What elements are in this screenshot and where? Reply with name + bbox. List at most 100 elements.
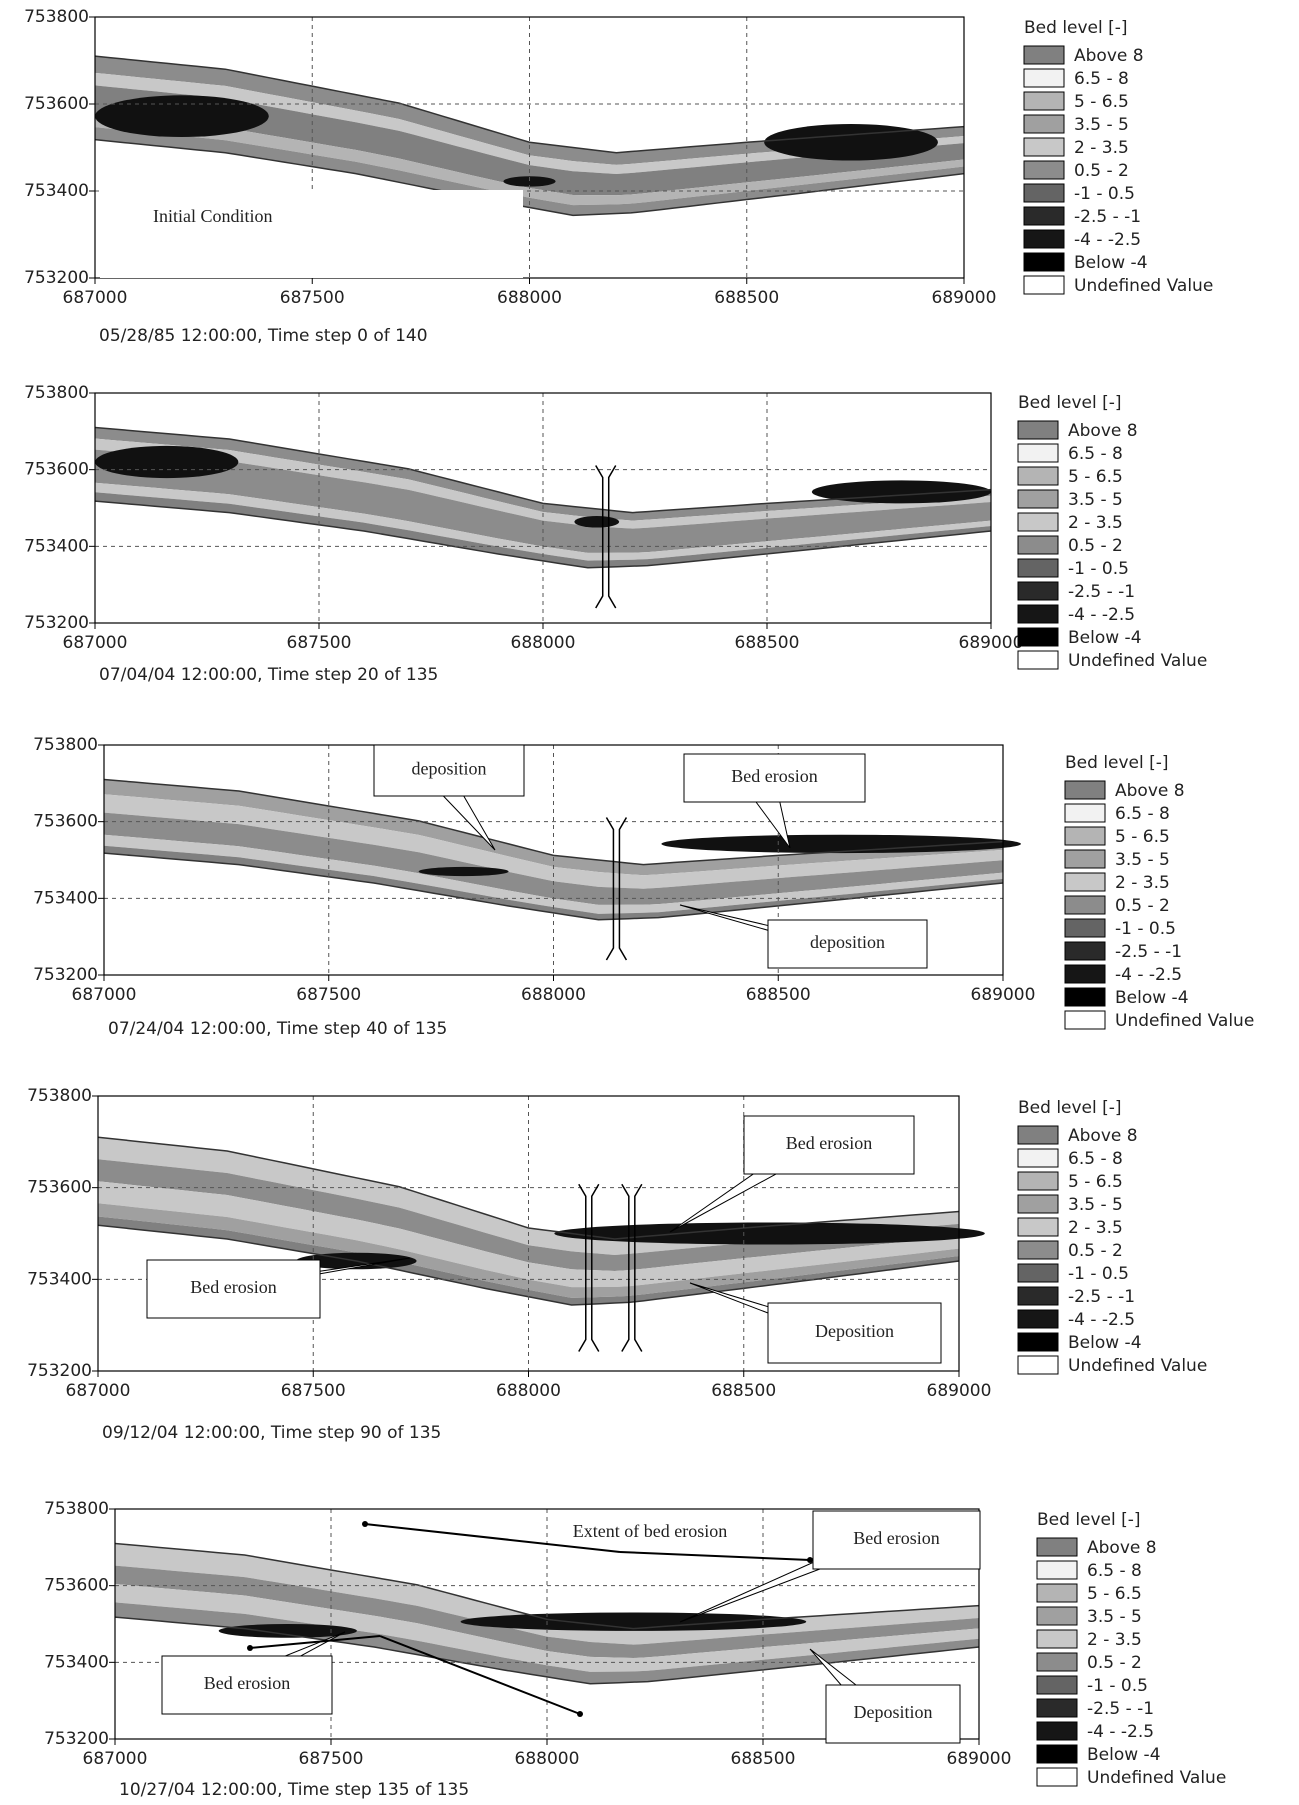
legend-swatch [1064,803,1106,823]
legend-swatch [1064,826,1106,846]
x-tick-label: 688000 [496,1381,561,1401]
legend-label: -1 - 0.5 [1087,1676,1148,1696]
legend-swatch [1017,420,1059,440]
y-tick-label: 753200 [27,1361,92,1381]
erosion-patch [460,1612,807,1631]
river-band [95,85,964,196]
legend-label: -2.5 - -1 [1068,582,1135,602]
x-tick-label: 688500 [714,288,779,308]
caption: 10/27/04 12:00:00, Time step 135 of 135 [119,1780,469,1800]
x-tick-label: 687000 [63,633,128,653]
x-tick-label: 687000 [66,1381,131,1401]
section-marker [621,1183,643,1352]
erosion-patch [574,516,620,528]
legend-label: -4 - -2.5 [1087,1722,1154,1742]
annotation-box [683,753,866,803]
river-bank [94,426,992,514]
legend-label: 2 - 3.5 [1087,1630,1142,1650]
legend-title: Bed level [-] [1065,753,1169,773]
legend-swatch [1036,1583,1078,1603]
plot-frame [94,392,992,624]
extent-arrowhead [807,1557,813,1563]
river-bank [103,778,1004,866]
river-bank [103,852,1004,921]
legend-swatch [1017,466,1059,486]
legend-swatch [1036,1698,1078,1718]
caption: 09/12/04 12:00:00, Time step 90 of 135 [102,1423,441,1443]
erosion-patch [764,124,938,161]
legend-label: Above 8 [1068,421,1138,441]
legend-label: -4 - -2.5 [1068,605,1135,625]
legend-label: Below -4 [1068,628,1142,648]
x-tick-label: 688500 [735,633,800,653]
legend-swatch [1023,206,1065,226]
legend-label: 6.5 - 8 [1087,1561,1142,1581]
x-tick-label: 689000 [932,288,997,308]
legend-swatch [1064,872,1106,892]
annotation-box [767,1302,942,1364]
annotation-box [767,919,928,969]
annotation-text: Bed erosion [190,1277,276,1297]
y-tick-label: 753600 [24,94,89,114]
x-tick-label: 689000 [927,1381,992,1401]
legend-label: 0.5 - 2 [1068,1241,1123,1261]
legend-title: Bed level [-] [1018,1098,1122,1118]
annotation-box [743,1115,915,1175]
legend-swatch [1064,849,1106,869]
x-tick-label: 687000 [63,288,128,308]
erosion-patch [661,834,1021,854]
x-tick-label: 687000 [72,985,137,1005]
legend-swatch [1017,489,1059,509]
legend-swatch [1036,1675,1078,1695]
y-tick-label: 753800 [24,7,89,27]
legend-label: Undefined Value [1068,651,1207,671]
y-tick-label: 753800 [24,383,89,403]
legend-swatch [1036,1744,1078,1764]
legend-swatch [1017,581,1059,601]
annotation-text: Initial Condition [153,206,273,226]
legend-swatch [1017,650,1059,670]
legend-swatch [1023,137,1065,157]
legend-swatch [1017,443,1059,463]
river-band [115,1565,979,1659]
x-tick-label: 687000 [83,1749,148,1769]
section-marker [605,817,628,961]
legend-swatch [1023,229,1065,249]
legend-swatch [1017,1125,1059,1145]
x-tick-label: 688500 [711,1381,776,1401]
river-band [104,834,1003,914]
legend-label: -1 - 0.5 [1068,1264,1129,1284]
legend-swatch [1023,183,1065,203]
legend-swatch [1017,627,1059,647]
legend-label: -4 - -2.5 [1115,965,1182,985]
river-band [95,427,991,521]
extent-arrowhead [247,1645,253,1651]
x-tick-label: 689000 [947,1749,1012,1769]
legend-label: 2 - 3.5 [1074,138,1129,158]
legend-label: Below -4 [1074,253,1148,273]
legend-swatch [1064,895,1106,915]
legend-swatch [1017,1309,1059,1329]
y-tick-label: 753400 [33,888,98,908]
river-band [104,794,1003,889]
legend-label: 5 - 6.5 [1068,1172,1123,1192]
legend-title: Bed level [-] [1018,393,1122,413]
legend-label: 3.5 - 5 [1068,490,1123,510]
y-tick-label: 753400 [27,1269,92,1289]
legend-swatch [1017,604,1059,624]
annotation-text: Bed erosion [786,1133,872,1153]
legend-swatch [1017,1194,1059,1214]
y-tick-label: 753200 [24,268,89,288]
y-tick-label: 753800 [27,1086,92,1106]
legend-swatch [1017,1217,1059,1237]
y-tick-label: 753600 [33,812,98,832]
annotation-box [825,1684,961,1744]
legend-swatch [1023,45,1065,65]
legend-swatch [1017,1240,1059,1260]
x-tick-label: 689000 [959,633,1024,653]
legend-label: -1 - 0.5 [1074,184,1135,204]
x-tick-label: 687500 [299,1749,364,1769]
river-band [98,1181,959,1288]
erosion-patch [503,176,556,187]
annotation-box [161,1655,333,1715]
